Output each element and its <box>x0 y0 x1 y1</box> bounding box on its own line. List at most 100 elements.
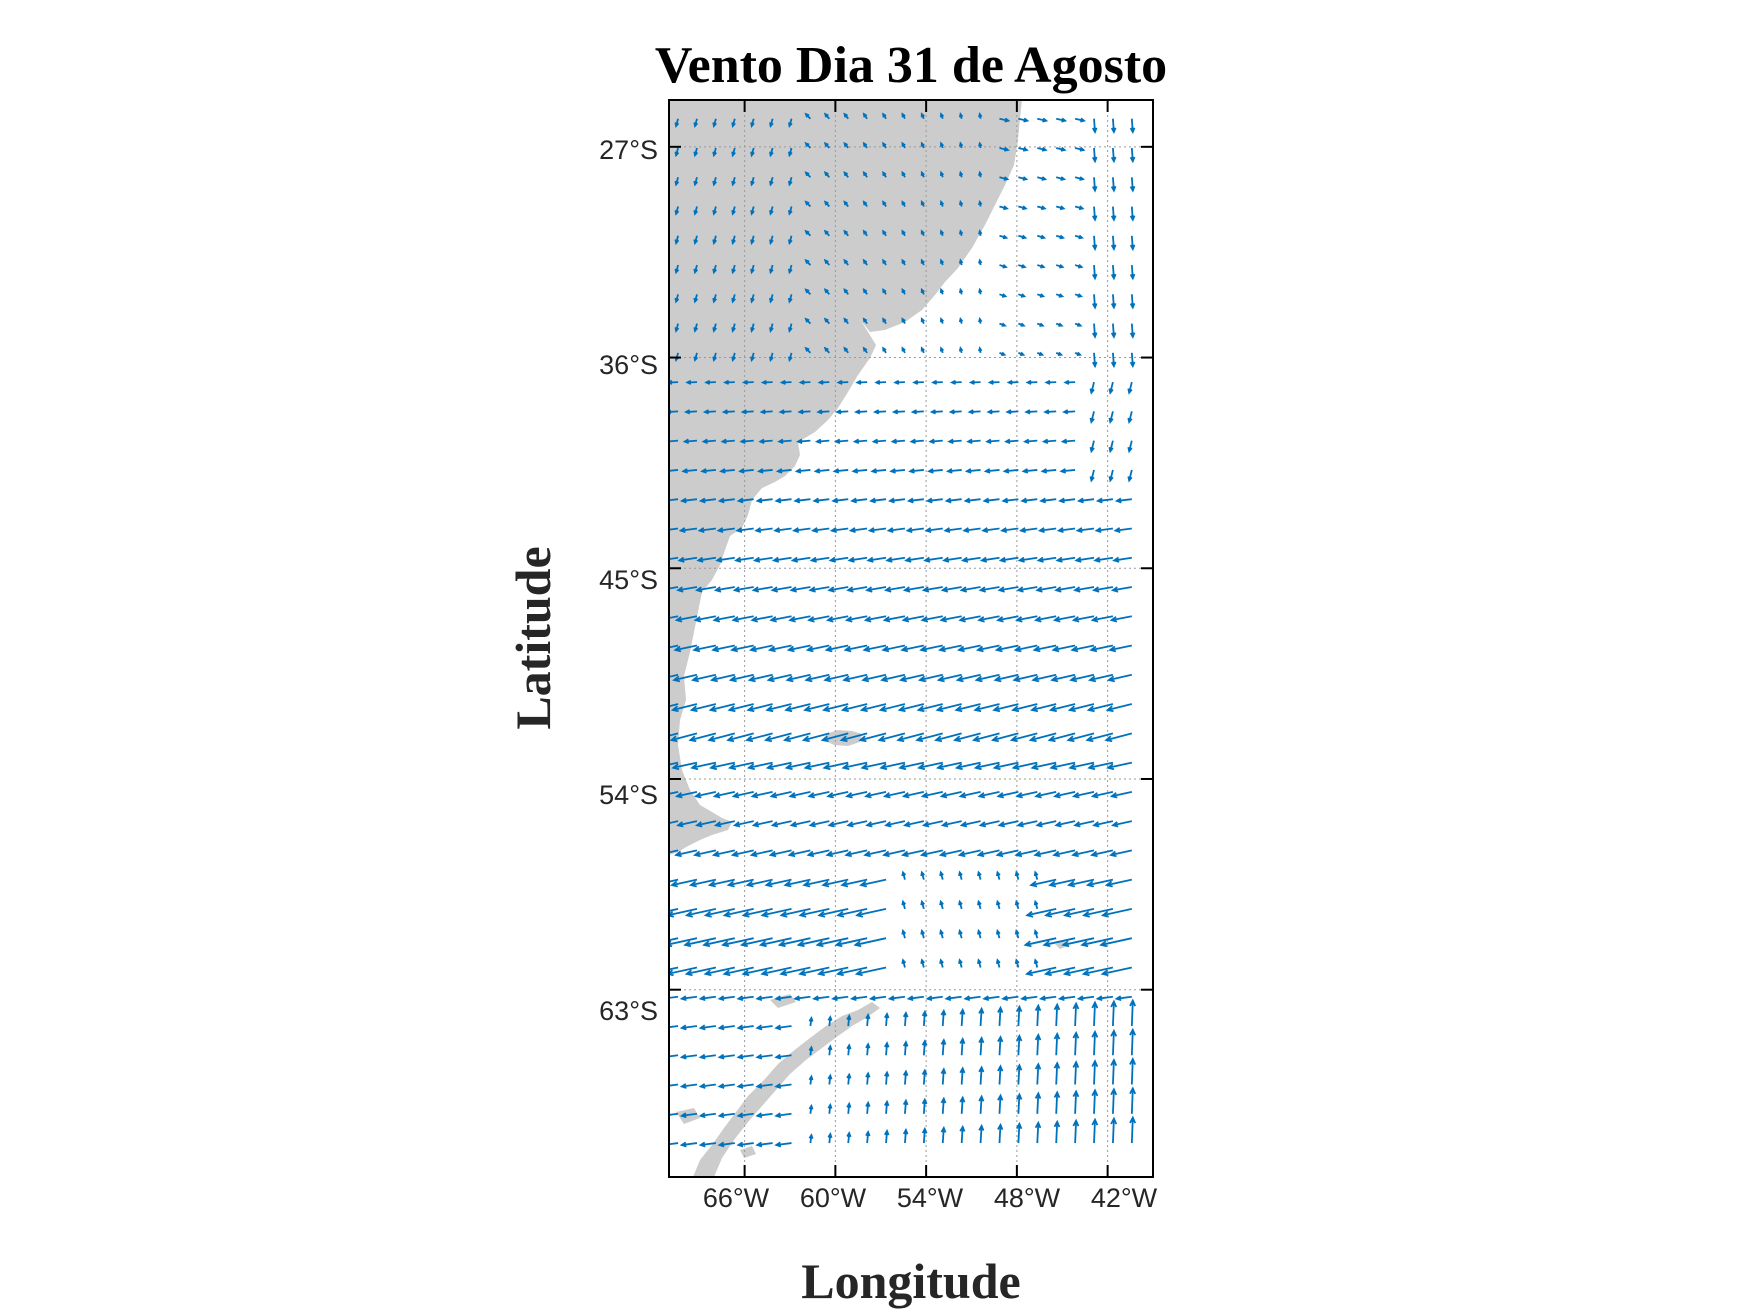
wind-vectors <box>669 112 1137 1148</box>
wind-arrow <box>1071 615 1095 623</box>
wind-arrow <box>755 1053 773 1060</box>
wind-arrow <box>1114 995 1132 1002</box>
wind-arrow <box>712 118 717 128</box>
wind-arrow <box>1055 264 1065 269</box>
wind-arrow <box>1033 615 1057 623</box>
wind-arrow <box>910 409 924 415</box>
wind-arrow <box>1100 966 1133 977</box>
wind-arrow <box>1018 293 1027 298</box>
wind-arrow <box>987 379 1000 385</box>
wind-arrow <box>935 761 962 771</box>
wind-arrow <box>694 820 717 828</box>
wind-arrow <box>1042 937 1076 948</box>
wind-arrow <box>1110 1058 1118 1085</box>
wind-arrow <box>975 644 1000 653</box>
wind-arrow <box>1053 1002 1061 1027</box>
wind-arrow <box>978 258 983 266</box>
wind-arrow <box>804 171 812 178</box>
wind-arrow <box>769 147 774 158</box>
wind-arrow <box>1108 440 1114 454</box>
wind-arrow <box>715 556 735 563</box>
wind-arrow <box>748 644 773 653</box>
wind-arrow <box>959 1037 966 1056</box>
wind-arrow <box>770 586 792 593</box>
wind-arrow <box>726 878 754 888</box>
wind-arrow <box>1054 820 1076 828</box>
wind-arrow <box>720 438 735 445</box>
wind-arrow <box>973 703 1000 713</box>
wind-arrow <box>736 1053 754 1060</box>
wind-arrow <box>1092 147 1098 164</box>
wind-arrow <box>827 1073 833 1085</box>
wind-arrow <box>1056 117 1068 123</box>
wind-arrow <box>862 200 868 208</box>
wind-arrow <box>843 112 849 120</box>
wind-arrow <box>827 1102 833 1114</box>
wind-arrow <box>920 258 925 266</box>
wind-arrow <box>713 586 735 593</box>
wind-arrow <box>887 497 906 504</box>
lon-tick-label: 66°W <box>703 1183 770 1213</box>
wind-arrow <box>788 615 811 623</box>
wind-arrow <box>1039 497 1057 504</box>
wind-arrow <box>755 497 773 504</box>
wind-arrow <box>901 346 906 354</box>
wind-arrow <box>915 732 943 743</box>
wind-arrow <box>1081 966 1114 977</box>
wind-arrow <box>755 1083 773 1089</box>
wind-arrow <box>985 438 1000 445</box>
wind-arrow <box>992 761 1019 771</box>
wind-arrow <box>774 1112 792 1119</box>
wind-arrow <box>921 1039 928 1056</box>
wind-arrow <box>962 527 981 534</box>
wind-arrow <box>1110 1028 1118 1056</box>
wind-arrow <box>852 438 868 445</box>
wind-arrow <box>906 497 924 504</box>
wind-arrow <box>846 1101 852 1114</box>
wind-arrow <box>717 497 735 504</box>
wind-arrow <box>939 258 945 266</box>
wind-arrow <box>1051 644 1076 653</box>
wind-arrow <box>1055 205 1066 211</box>
wind-arrow <box>750 147 755 158</box>
wind-arrow <box>804 112 812 120</box>
wind-arrow <box>1062 409 1076 415</box>
wind-arrow <box>939 112 945 120</box>
wind-arrow <box>1009 732 1038 743</box>
wind-arrow <box>1127 411 1133 425</box>
wind-arrow <box>1034 1003 1042 1027</box>
wind-arrow <box>939 317 945 324</box>
wind-arrow <box>1048 703 1076 713</box>
wind-arrow <box>990 732 1019 743</box>
wind-arrow <box>1109 615 1132 623</box>
wind-arrow <box>1033 958 1039 968</box>
wind-arrow <box>1068 761 1095 771</box>
wind-arrow <box>995 849 1019 858</box>
wind-arrow <box>1094 527 1114 534</box>
wind-arrow <box>978 586 1000 593</box>
wind-arrow <box>912 379 924 385</box>
wind-arrow <box>669 761 679 766</box>
wind-arrow <box>1024 409 1038 415</box>
wind-arrow <box>771 556 792 563</box>
lon-tick-label: 48°W <box>994 1183 1061 1213</box>
wind-arrow <box>669 790 679 795</box>
wind-arrow <box>882 287 887 295</box>
wind-arrow <box>823 229 830 237</box>
wind-arrow <box>669 673 679 678</box>
wind-arrow <box>1091 1117 1099 1144</box>
wind-arrow <box>1069 673 1095 683</box>
wind-arrow <box>997 1093 1004 1114</box>
lon-tick-label: 54°W <box>897 1183 964 1213</box>
wind-arrow <box>769 790 792 799</box>
wind-arrow <box>920 317 925 324</box>
wind-arrow <box>1110 147 1117 164</box>
wind-arrow <box>669 732 679 737</box>
wind-arrow <box>862 112 868 120</box>
wind-arrow <box>1040 468 1057 474</box>
wind-arrow <box>814 438 830 445</box>
wind-arrow <box>996 790 1019 799</box>
wind-arrow <box>792 527 811 534</box>
wind-arrow <box>1033 870 1039 880</box>
tick-marks <box>669 100 1153 1177</box>
